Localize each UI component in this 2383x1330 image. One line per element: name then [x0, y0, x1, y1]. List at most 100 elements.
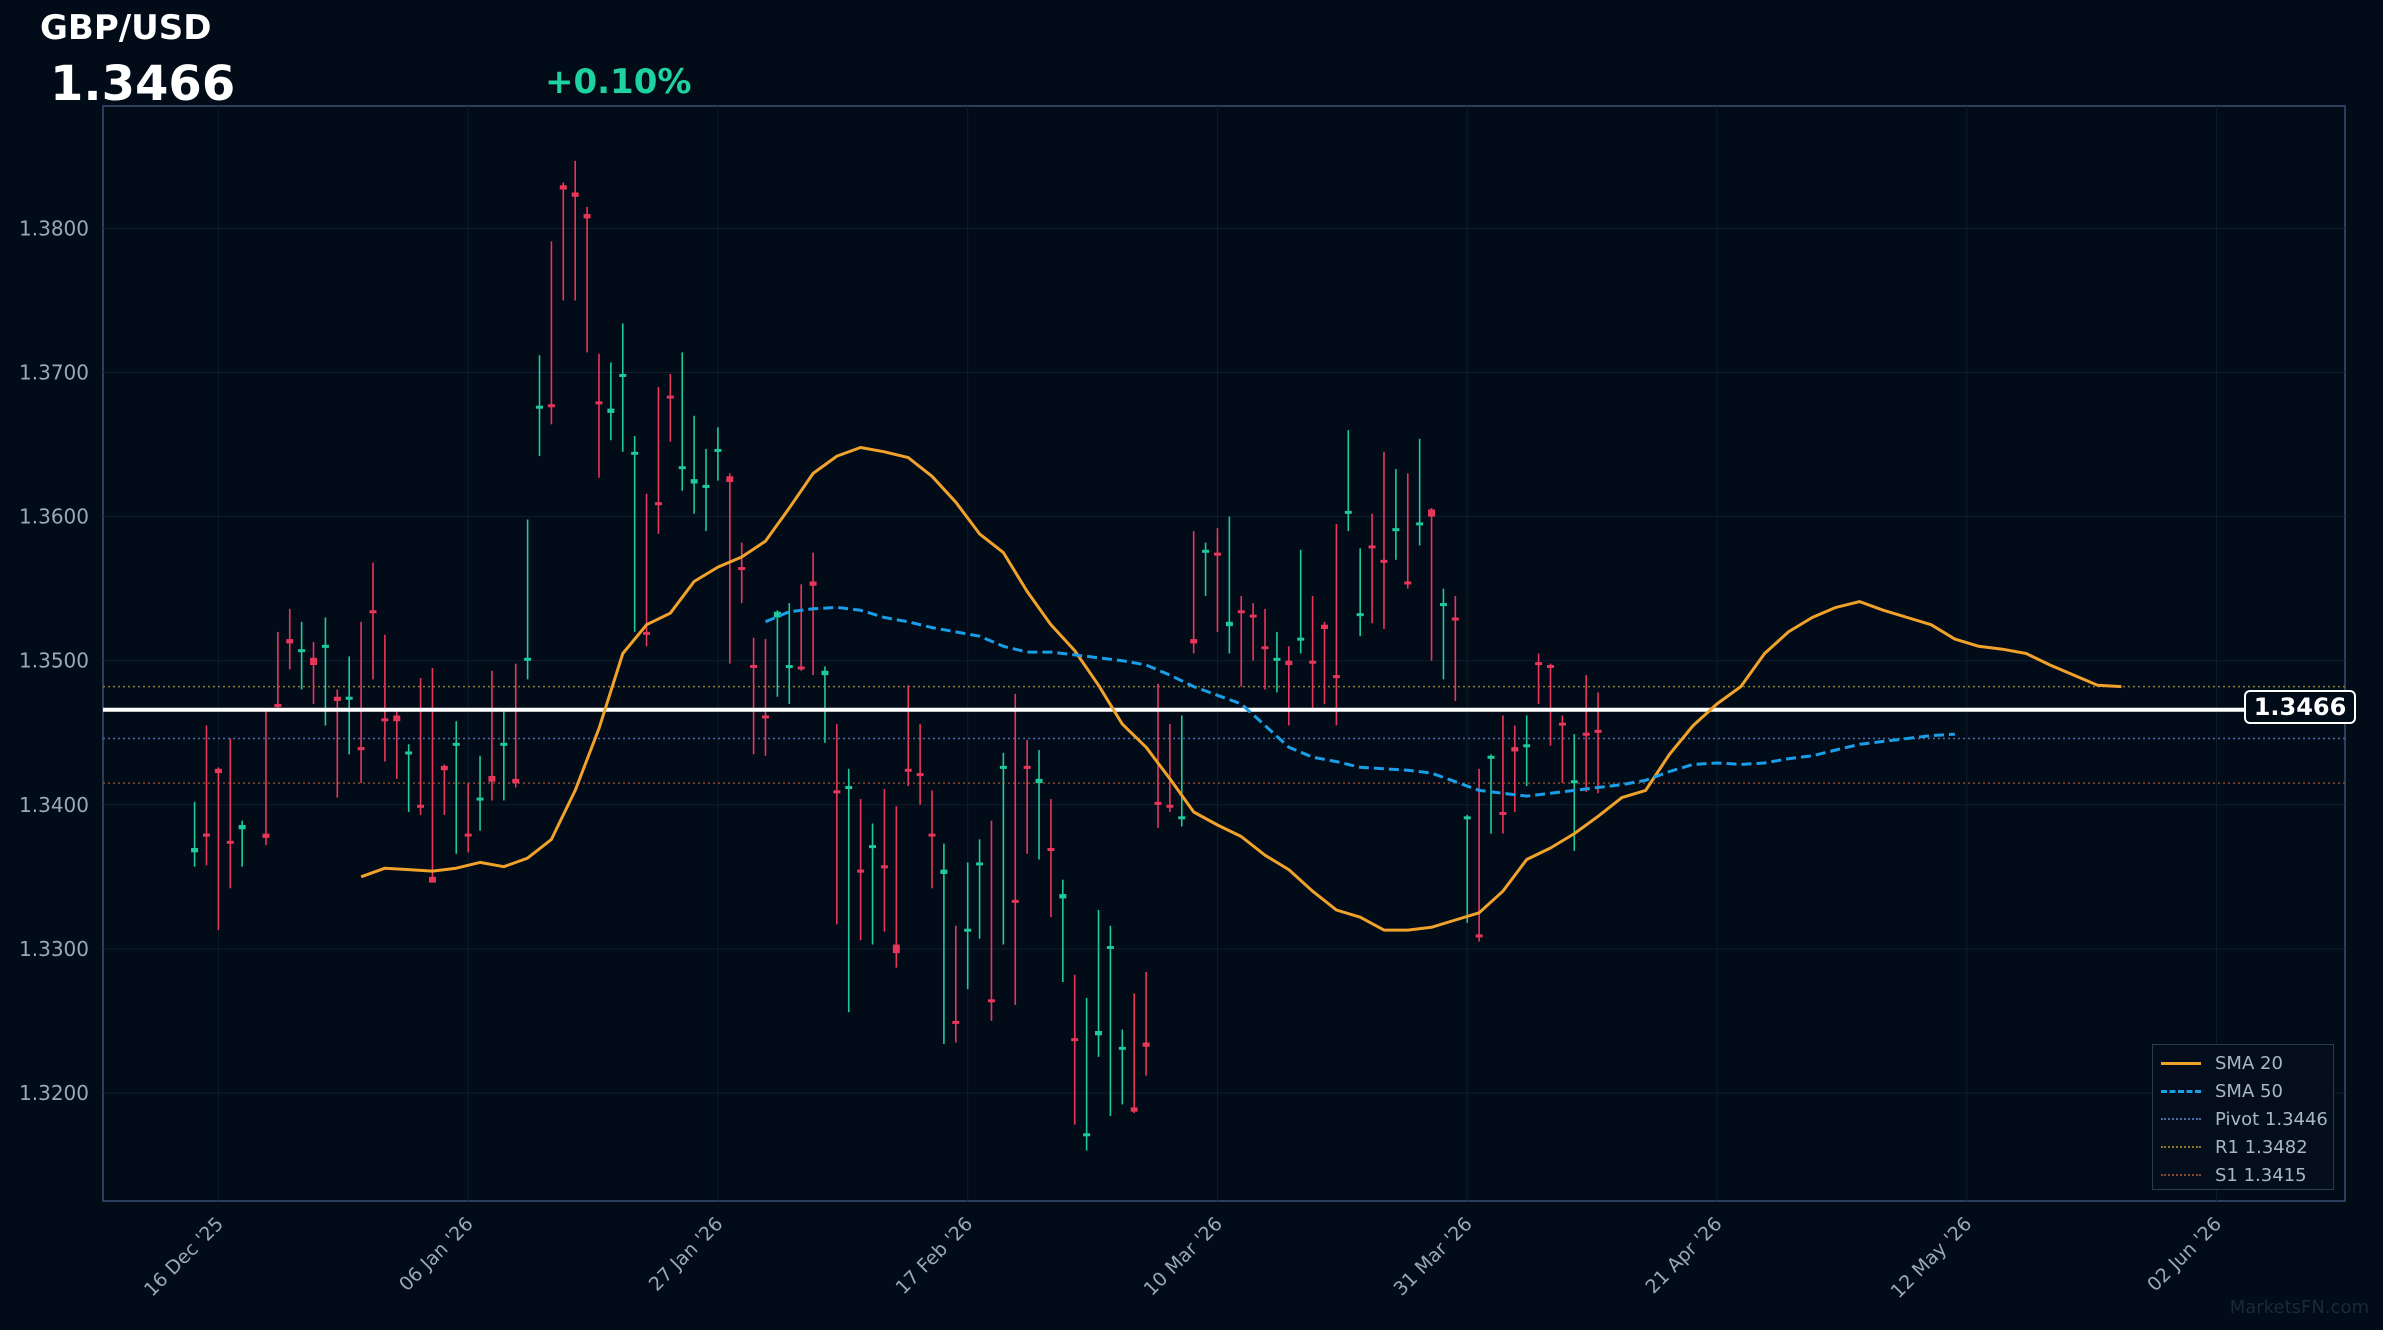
current-price: 1.3466 — [50, 56, 236, 112]
candle-up — [1095, 1030, 1103, 1036]
candle-up — [1523, 744, 1531, 748]
candle-down — [797, 666, 805, 670]
candle-up — [536, 405, 544, 409]
candle-up — [869, 845, 877, 849]
candle-up — [1356, 613, 1364, 617]
candle-up — [298, 649, 306, 653]
candle-down — [1404, 581, 1412, 585]
candle-down — [547, 404, 555, 408]
x-tick-label: 27 Jan '26 — [645, 1213, 728, 1296]
candle-down — [440, 765, 448, 771]
candle-down — [987, 999, 995, 1003]
candle-up — [1118, 1046, 1126, 1050]
price-change: +0.10% — [545, 62, 692, 102]
candle-down — [928, 833, 936, 837]
candle-down — [381, 718, 389, 722]
candle-up — [452, 742, 460, 746]
candle-up — [191, 848, 199, 853]
candle-down — [726, 476, 734, 483]
legend-item-sma20: SMA 20 — [2161, 1049, 2333, 1077]
candle-down — [1190, 639, 1198, 644]
candle-down — [857, 869, 865, 873]
candle-up — [405, 751, 413, 755]
candle-down — [654, 502, 662, 506]
x-tick-label: 06 Jan '26 — [395, 1213, 478, 1296]
candle-down — [1511, 747, 1519, 752]
x-tick-label: 21 Apr '26 — [1641, 1213, 1726, 1298]
x-tick-label: 10 Mar '26 — [1140, 1213, 1227, 1300]
candle-down — [571, 192, 579, 197]
candle-down — [286, 639, 294, 644]
candle-down — [428, 876, 436, 883]
candle-up — [321, 644, 329, 648]
legend-item-s1: S1 1.3415 — [2161, 1161, 2333, 1189]
candle-down — [1332, 675, 1340, 679]
candle-down — [464, 833, 472, 837]
legend-swatch-sma50 — [2161, 1089, 2201, 1093]
candle-up — [845, 786, 853, 790]
candle-down — [1047, 848, 1055, 852]
candle-up — [500, 742, 508, 746]
candle-up — [1273, 657, 1281, 661]
legend-label-sma20: SMA 20 — [2215, 1052, 2283, 1074]
candle-down — [226, 840, 234, 844]
candle-down — [262, 833, 270, 838]
candle-up — [999, 765, 1007, 769]
candle-up — [1487, 755, 1495, 759]
last-price-tag: 1.3466 — [2244, 690, 2356, 724]
candle-down — [559, 185, 567, 190]
watermark: MarketsFN.com — [2229, 1297, 2369, 1318]
candle-down — [750, 665, 758, 669]
y-tick-label: 1.3300 — [19, 937, 89, 961]
candle-down — [952, 1020, 960, 1024]
candle-down — [1285, 660, 1293, 666]
legend-swatch-s1 — [2161, 1174, 2201, 1176]
candle-down — [809, 581, 817, 586]
candle-up — [238, 824, 246, 830]
candle-down — [1071, 1038, 1079, 1042]
candle-up — [1225, 621, 1233, 627]
chart-legend: SMA 20 SMA 50 Pivot 1.3446 R1 1.3482 S1 … — [2152, 1044, 2334, 1190]
candle-up — [690, 479, 698, 484]
legend-swatch-r1 — [2161, 1146, 2201, 1148]
candle-down — [214, 768, 222, 774]
candle-up — [785, 665, 793, 669]
candle-up — [1297, 637, 1305, 641]
candle-down — [1535, 662, 1543, 666]
candle-down — [310, 657, 318, 666]
y-tick-label: 1.3600 — [19, 505, 89, 529]
candle-down — [202, 833, 210, 837]
x-tick-label: 02 Jun '26 — [2143, 1213, 2226, 1296]
candle-down — [1451, 617, 1459, 621]
candle-down — [1249, 614, 1257, 618]
candle-down — [1130, 1107, 1138, 1112]
candle-up — [714, 448, 722, 452]
legend-swatch-pivot — [2161, 1118, 2201, 1120]
candle-down — [1142, 1042, 1150, 1047]
candle-down — [880, 865, 888, 869]
candle-down — [512, 778, 520, 784]
candle-up — [1083, 1133, 1091, 1137]
x-tick-label: 16 Dec '25 — [140, 1213, 228, 1301]
candle-up — [524, 657, 532, 661]
candle-up — [976, 862, 984, 866]
candle-up — [1059, 894, 1067, 899]
legend-label-s1: S1 1.3415 — [2215, 1164, 2307, 1186]
sma50-line — [764, 605, 1955, 798]
y-tick-label: 1.3700 — [19, 361, 89, 385]
candle-up — [631, 451, 639, 455]
candle-up — [1392, 528, 1400, 532]
y-tick-label: 1.3400 — [19, 793, 89, 817]
candle-down — [1558, 722, 1566, 726]
candle-up — [964, 928, 972, 932]
candle-up — [1344, 510, 1352, 514]
y-tick-label: 1.3500 — [19, 649, 89, 673]
candle-down — [357, 747, 365, 751]
candle-up — [1035, 778, 1043, 784]
candle-down — [904, 768, 912, 772]
candle-up — [1439, 603, 1447, 607]
plot-frame — [102, 105, 2346, 1202]
candle-down — [1261, 646, 1269, 650]
candle-up — [619, 373, 627, 377]
